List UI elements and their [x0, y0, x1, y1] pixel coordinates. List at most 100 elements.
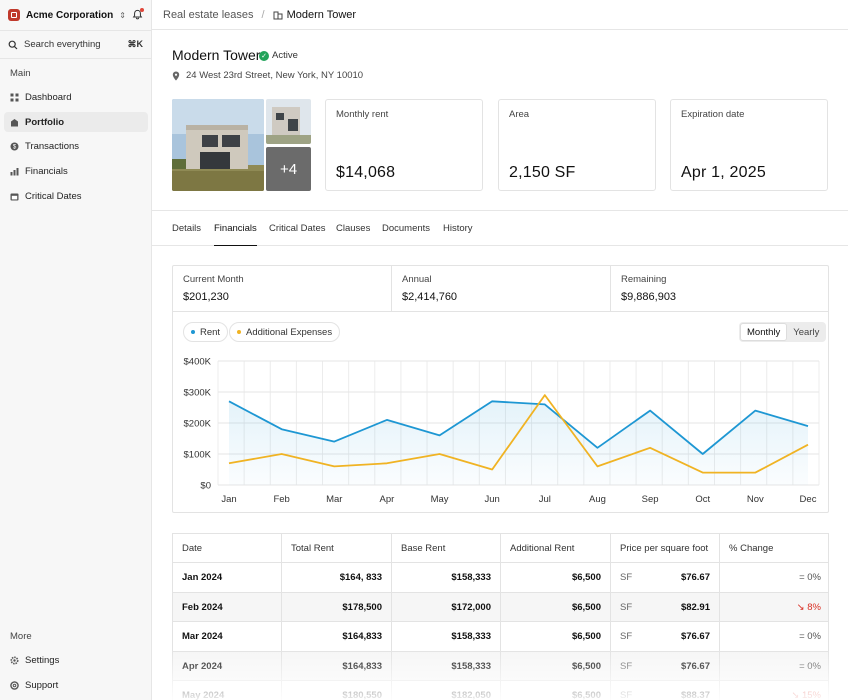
cell-unit: SF [620, 690, 633, 700]
grid-icon [10, 93, 19, 101]
table-row[interactable]: Feb 2024 $178,500 $172,000 $6,500 SF $82.91 ↘ … [173, 592, 828, 622]
cell-base: $182,050 [392, 681, 501, 700]
cell-ppsf: $76.67 [680, 660, 710, 672]
table-row[interactable]: Mar 2024 $164,833 $158,333 $6,500 SF $76.67 = … [173, 622, 828, 652]
y-tick-label: $0 [200, 481, 211, 492]
tab-history[interactable]: History [443, 223, 473, 234]
sidebar-item-critical-dates[interactable]: Critical Dates [4, 186, 148, 206]
summary-remaining: Remaining $9,886,903 [611, 266, 829, 312]
column-header-additional-rent[interactable]: Additional Rent [501, 534, 611, 563]
tab-details[interactable]: Details [172, 223, 202, 234]
breadcrumb-current: Modern Tower [273, 9, 356, 21]
cell-unit: SF [620, 601, 633, 613]
org-name: Acme Corporation [26, 9, 114, 21]
x-tick-label: Jan [221, 494, 236, 505]
column-header-price-per-sf[interactable]: Price per square foot [611, 534, 720, 563]
status-badge: ✓ Active [257, 48, 304, 63]
legend-additional-expenses[interactable]: Additional Expenses [229, 322, 341, 342]
cell-additional: $6,500 [501, 681, 611, 700]
cell-ppsf: $88.37 [680, 690, 710, 700]
toggle-monthly[interactable]: Monthly [740, 323, 788, 341]
property-photo-main[interactable] [172, 99, 264, 191]
house-photo-image [266, 99, 311, 144]
summary-label: Annual [402, 274, 432, 285]
change-value: ↘ 8% [796, 601, 821, 613]
cell-price-per-sf: SF $76.67 [611, 622, 720, 651]
tab-documents[interactable]: Documents [382, 223, 431, 234]
change-value: = 0% [799, 631, 821, 642]
column-header-date[interactable]: Date [173, 534, 282, 563]
column-header-base-rent[interactable]: Base Rent [392, 534, 501, 563]
x-tick-label: Nov [747, 494, 764, 505]
x-tick-label: Dec [800, 494, 817, 505]
calendar-icon [10, 193, 19, 200]
sidebar: Acme Corporation ⇕ Search everything ⌘K … [0, 0, 152, 700]
search-bar[interactable]: Search everything ⌘K [0, 30, 151, 59]
column-header-total-rent[interactable]: Total Rent [282, 534, 392, 563]
org-logo-icon [8, 9, 20, 21]
notification-dot [140, 8, 144, 12]
summary-value: $9,886,903 [621, 291, 677, 303]
property-photo-thumb[interactable] [266, 99, 311, 144]
address-text: 24 West 23rd Street, New York, NY 10010 [186, 70, 364, 81]
breadcrumb: Real estate leases / Modern Tower [152, 0, 848, 30]
cell-unit: SF [620, 631, 633, 642]
cell-price-per-sf: SF $88.37 [611, 681, 720, 700]
tab-financials[interactable]: Financials [214, 211, 257, 246]
table-row[interactable]: Apr 2024 $164,833 $158,333 $6,500 SF $76.67 = … [173, 651, 828, 681]
legend-dot [191, 330, 195, 334]
dollar-icon: $ [10, 142, 19, 150]
cell-additional: $6,500 [501, 563, 611, 592]
cell-ppsf: $76.67 [680, 631, 710, 642]
legend-rent[interactable]: Rent [183, 322, 229, 342]
chevron-updown-icon: ⇕ [119, 10, 126, 20]
search-label: Search everything [24, 39, 101, 50]
change-value: = 0% [799, 572, 821, 583]
sidebar-item-transactions[interactable]: $ Transactions [4, 136, 148, 156]
cell-change: = 0% [720, 622, 828, 651]
sidebar-item-dashboard[interactable]: Dashboard [4, 87, 148, 107]
cell-date: Feb 2024 [173, 592, 282, 622]
x-tick-label: Apr [380, 494, 395, 505]
toggle-yearly[interactable]: Yearly [793, 326, 820, 338]
org-switcher[interactable]: Acme Corporation ⇕ [8, 8, 126, 22]
section-label-more: More [10, 631, 32, 642]
svg-text:$: $ [13, 144, 17, 150]
y-tick-label: $100K [184, 450, 212, 461]
x-tick-label: Jul [539, 494, 551, 505]
sidebar-item-settings[interactable]: Settings [4, 650, 148, 670]
x-tick-label: Mar [326, 494, 342, 505]
sidebar-item-support[interactable]: Support [4, 675, 148, 695]
page-title: Modern Tower [172, 47, 261, 63]
sidebar-item-portfolio[interactable]: Portfolio [4, 112, 148, 132]
cell-total: $178,500 [282, 592, 392, 622]
cell-additional: $6,500 [501, 622, 611, 651]
x-tick-label: Sep [642, 494, 659, 505]
legend-dot [237, 330, 241, 334]
more-photos-button[interactable]: +4 [266, 147, 311, 191]
tab-critical-dates[interactable]: Critical Dates [269, 223, 326, 234]
legend-label: Rent [200, 326, 221, 338]
table-row[interactable]: May 2024 $180,550 $182,050 $6,500 SF $88.37 ↘ … [173, 681, 828, 700]
check-circle-icon: ✓ [259, 50, 269, 61]
cell-price-per-sf: SF $76.67 [611, 651, 720, 681]
stat-card-monthly-rent: Monthly rent $14,068 [325, 99, 483, 191]
column-header-change[interactable]: % Change [729, 543, 774, 554]
x-tick-label: Aug [589, 494, 606, 505]
breadcrumb-parent-link[interactable]: Real estate leases [163, 8, 254, 21]
table-header: Date Total Rent Base Rent Additional Ren… [173, 534, 828, 563]
table-row[interactable]: Jan 2024 $164, 833 $158,333 $6,500 SF $76.67 =… [173, 563, 828, 593]
change-value: = 0% [799, 660, 821, 672]
property-address: 24 West 23rd Street, New York, NY 10010 [172, 70, 363, 81]
search-icon [8, 40, 18, 49]
stat-card-area: Area 2,150 SF [498, 99, 656, 191]
tab-clauses[interactable]: Clauses [336, 223, 371, 234]
cell-price-per-sf: SF $82.91 [611, 592, 720, 622]
financial-summary-panel: Current Month $201,230 Annual $2,414,760… [172, 265, 829, 513]
cell-base: $172,000 [392, 592, 501, 622]
cell-change: = 0% [720, 652, 828, 681]
sidebar-item-financials[interactable]: Financials [4, 161, 148, 181]
bell-icon[interactable] [132, 9, 143, 20]
x-tick-label: Feb [273, 494, 289, 505]
sidebar-item-label: Financials [25, 165, 68, 177]
